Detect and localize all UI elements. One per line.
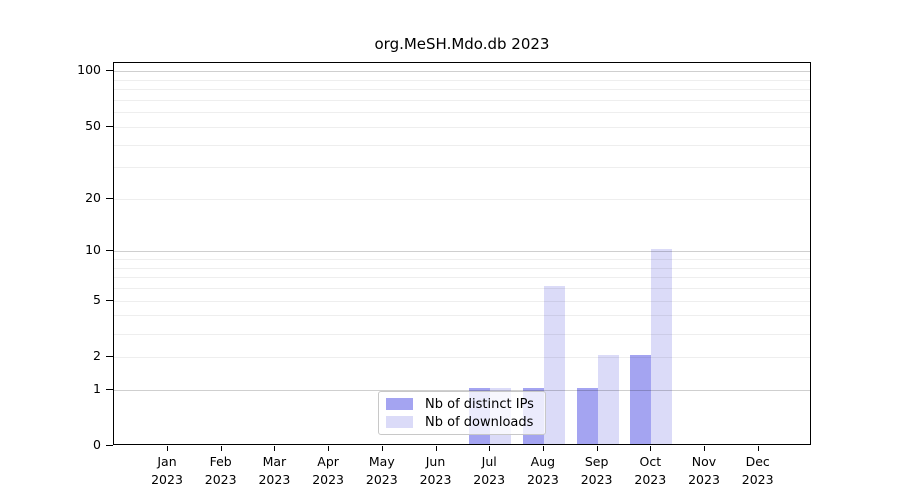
y-tick-label-50: 50 [85, 117, 101, 133]
bars-layer [114, 63, 810, 444]
gridline-100 [114, 71, 810, 73]
x-tick-label-sep: Sep 2023 [580, 454, 613, 487]
gridline-5 [114, 300, 810, 302]
gridline-60 [114, 112, 810, 114]
gridline-20 [114, 198, 810, 200]
y-tick-0 [106, 445, 113, 446]
y-tick-100 [106, 70, 113, 72]
bar-distinct-ips-sep [576, 387, 598, 444]
x-tick-apr [328, 446, 330, 451]
legend-item-distinct-ips: Nb of distinct IPs [386, 397, 538, 412]
gridline-10 [114, 251, 810, 253]
legend-label-downloads: Nb of downloads [425, 414, 534, 430]
x-tick-feb [220, 446, 222, 451]
x-tick-aug [542, 446, 544, 451]
gridline-7 [114, 277, 810, 279]
chart-title: org.MeSH.Mdo.db 2023 [374, 35, 550, 53]
x-tick-label-dec: Dec 2023 [741, 454, 774, 487]
x-tick-jun [435, 446, 437, 451]
bar-downloads-oct [651, 249, 673, 444]
x-tick-label-jan: Jan 2023 [151, 454, 183, 487]
bar-distinct-ips-oct [630, 354, 652, 444]
x-tick-label-may: May 2023 [365, 454, 398, 487]
gridline-50 [114, 126, 810, 128]
grid-layer [114, 63, 810, 444]
x-tick-jul [489, 446, 491, 451]
x-tick-oct [650, 446, 652, 451]
plot-area: Nb of distinct IPs Nb of downloads [113, 62, 811, 445]
x-tick-label-jun: Jun 2023 [419, 454, 452, 487]
y-tick-label-5: 5 [93, 291, 101, 307]
y-tick-label-2: 2 [93, 347, 101, 363]
gridline-3 [114, 333, 810, 335]
y-tick-label-100: 100 [77, 62, 101, 78]
gridline-9 [114, 259, 810, 261]
legend-label-distinct-ips: Nb of distinct IPs [425, 396, 534, 412]
legend-item-downloads: Nb of downloads [386, 415, 538, 430]
gridline-8 [114, 267, 810, 269]
y-tick-2 [106, 355, 113, 357]
gridline-80 [114, 89, 810, 91]
x-tick-label-apr: Apr 2023 [312, 454, 344, 487]
x-tick-label-aug: Aug 2023 [526, 454, 559, 487]
x-tick-label-feb: Feb 2023 [204, 454, 237, 487]
gridline-1 [114, 389, 810, 391]
y-tick-label-1: 1 [93, 380, 101, 396]
x-tick-dec [757, 446, 759, 451]
legend-swatch-downloads [386, 416, 413, 428]
x-tick-label-nov: Nov 2023 [688, 454, 720, 487]
x-tick-mar [274, 446, 276, 451]
gridline-4 [114, 315, 810, 317]
x-tick-nov [704, 446, 705, 451]
gridline-40 [114, 144, 810, 146]
gridline-30 [114, 167, 810, 169]
x-tick-label-mar: Mar 2023 [258, 454, 291, 487]
legend: Nb of distinct IPs Nb of downloads [378, 391, 546, 435]
y-tick-20 [106, 197, 113, 199]
y-tick-label-0: 0 [93, 437, 101, 452]
x-tick-sep [596, 446, 598, 451]
gridline-90 [114, 79, 810, 81]
gridline-2 [114, 356, 810, 358]
x-tick-label-jul: Jul 2023 [473, 454, 506, 487]
gridline-70 [114, 100, 810, 101]
y-tick-5 [106, 299, 113, 301]
x-tick-label-oct: Oct 2023 [634, 454, 667, 487]
x-tick-jan [167, 446, 168, 451]
y-tick-label-10: 10 [85, 242, 101, 258]
y-tick-1 [106, 388, 113, 390]
y-tick-50 [106, 125, 113, 127]
bar-downloads-aug [543, 286, 565, 444]
y-tick-10 [106, 250, 113, 252]
bar-downloads-sep [597, 354, 619, 444]
legend-swatch-distinct-ips [386, 398, 413, 410]
gridline-6 [114, 288, 810, 290]
x-tick-may [381, 446, 383, 451]
y-tick-label-20: 20 [85, 189, 101, 205]
